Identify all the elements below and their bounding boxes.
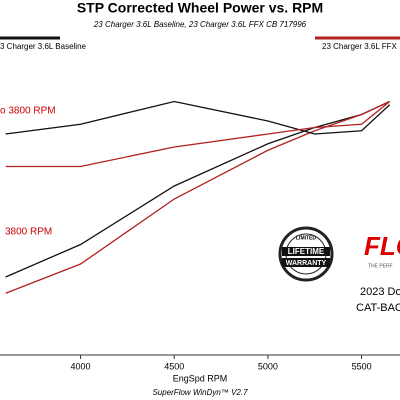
warranty-badge: LIMITED LIFETIME WARRANTY bbox=[278, 226, 334, 282]
annotation: 3800 RPM bbox=[5, 227, 52, 238]
badge-text: LIFETIME bbox=[288, 247, 325, 256]
chart-title: STP Corrected Wheel Power vs. RPM bbox=[77, 0, 323, 16]
series-line bbox=[5, 100, 391, 135]
legend-label: 23 Charger 3.6L FFX bbox=[322, 42, 398, 51]
caption: CAT-BAC bbox=[356, 302, 400, 314]
legend-label: 3 Charger 3.6L Baseline bbox=[0, 42, 87, 51]
badge-text: WARRANTY bbox=[286, 260, 327, 267]
x-axis-title: EngSpd RPM bbox=[173, 373, 228, 383]
annotation: o 3800 RPM bbox=[0, 106, 56, 117]
x-tick-label: 5000 bbox=[258, 361, 278, 371]
logo-tagline: THE PERF bbox=[368, 263, 393, 269]
series-line bbox=[5, 100, 391, 168]
x-tick-label: 4000 bbox=[71, 361, 91, 371]
logo-text: FLO bbox=[364, 231, 400, 261]
brand-logo: FLO THE PERF bbox=[364, 231, 400, 269]
footer: SuperFlow WinDyn™ V2.7 bbox=[152, 388, 248, 397]
caption: 2023 Do bbox=[360, 286, 400, 298]
series-line bbox=[5, 100, 390, 294]
badge-text: LIMITED bbox=[296, 235, 316, 241]
x-tick-label: 5500 bbox=[352, 361, 372, 371]
chart-subtitle: 23 Charger 3.6L Baseline, 23 Charger 3.6… bbox=[93, 20, 307, 29]
x-tick-label: 4500 bbox=[164, 361, 184, 371]
